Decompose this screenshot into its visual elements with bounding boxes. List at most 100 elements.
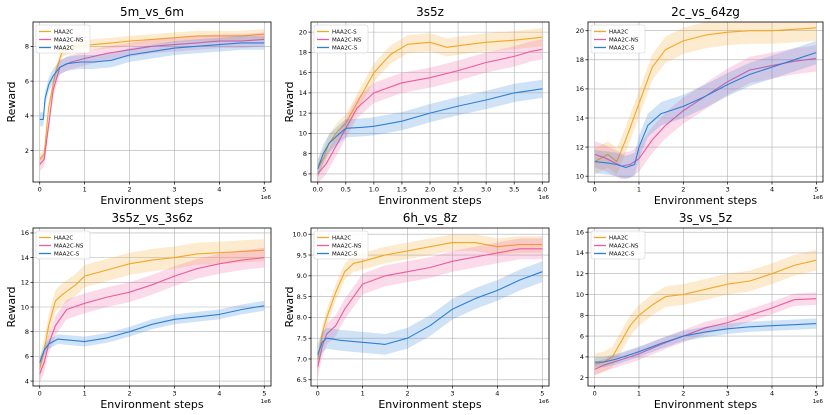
series-band <box>594 22 817 175</box>
plot-area <box>594 22 817 180</box>
x-tick-label: 1 <box>83 186 87 194</box>
y-tick-label: 6 <box>580 332 584 340</box>
x-tick-label: 3 <box>450 390 454 398</box>
x-tick-label: 2 <box>681 186 685 194</box>
series-line <box>39 305 265 363</box>
series-line <box>39 33 265 160</box>
y-tick-label: 2 <box>25 147 29 155</box>
y-tick-label: 8 <box>303 150 307 158</box>
chart-title: 3s5z <box>416 5 444 19</box>
y-tick-label: 12 <box>21 279 29 287</box>
x-tick-label: 1 <box>637 186 641 194</box>
x-tick-label: 1.5 <box>397 186 407 194</box>
x-axis-label: Environment steps <box>378 398 482 411</box>
x-tick-label: 0 <box>316 390 320 398</box>
y-tick-label: 12 <box>576 143 584 151</box>
x-tick-label: 3.0 <box>481 186 491 194</box>
legend-entry: MAA2C-NS <box>609 244 639 250</box>
x-tick-label: 1 <box>637 390 641 398</box>
series-line <box>317 48 543 175</box>
x-tick-label: 0.0 <box>313 186 323 194</box>
legend-entry: HAA2C <box>332 236 351 242</box>
x-tick-label: 2 <box>681 390 685 398</box>
legend: HAA2C MAA2C-NS MAA2C-S <box>35 230 91 260</box>
y-tick-label: 10 <box>576 172 584 180</box>
y-tick-label: 8.5 <box>297 293 307 301</box>
series-band <box>39 300 265 368</box>
series-line <box>39 257 265 374</box>
x-tick-label: 3 <box>726 186 730 194</box>
y-tick-label: 18 <box>576 56 584 64</box>
legend: HAA2C MAA2C-NS MAA2C-S <box>313 230 369 260</box>
x-axis-label: Environment steps <box>100 194 204 207</box>
plot-area <box>39 29 265 172</box>
x-tick-label: 4.0 <box>537 186 547 194</box>
x-tick-label: 2.0 <box>425 186 435 194</box>
x-tick-label: 5 <box>540 390 544 398</box>
x-tick-label: 3 <box>726 390 730 398</box>
x-axis-label: Environment steps <box>654 194 758 207</box>
legend-entry: MAA2C-S <box>54 252 80 258</box>
plot-area <box>317 28 543 182</box>
x-tick-label: 0 <box>593 390 597 398</box>
legend-entry: MAA2C-NS <box>54 38 84 44</box>
y-tick-label: 9.5 <box>297 251 307 259</box>
series-line <box>317 248 543 368</box>
y-tick-label: 20 <box>299 28 307 36</box>
x-axis-label: Environment steps <box>100 398 204 411</box>
series-line <box>317 242 543 360</box>
y-tick-label: 16 <box>576 228 584 236</box>
y-tick-label: 16 <box>299 69 307 77</box>
series-line <box>594 323 817 363</box>
y-tick-label: 10.0 <box>293 231 307 239</box>
x-tick-label: 3.5 <box>509 186 519 194</box>
legend: HAA2C MAA2C-NS MAA2C-S <box>590 230 646 260</box>
x-tick-label: 2.5 <box>453 186 463 194</box>
legend: HAA2C MAA2C-NS MAA2C-S <box>590 24 646 54</box>
x-tick-label: 5 <box>262 390 266 398</box>
x-tick-label: 5 <box>814 186 818 194</box>
chart-panel: 0 1 2 3 4 5 6.5 7.0 7.5 8.0 8.5 9.0 9.5 10.0 1e6 6h_vs_… <box>283 211 549 411</box>
y-tick-label: 8.0 <box>297 314 307 322</box>
y-tick-label: 14 <box>576 114 584 122</box>
x-exponent-label: 1e6 <box>539 399 550 405</box>
series-band <box>594 40 817 180</box>
x-tick-label: 0 <box>38 390 42 398</box>
series-line <box>594 27 817 163</box>
plot-area <box>317 234 543 378</box>
x-axis-label: Environment steps <box>378 194 482 207</box>
series-band <box>317 79 543 178</box>
y-tick-label: 14 <box>576 249 584 257</box>
series-line <box>39 249 265 369</box>
x-tick-label: 4 <box>217 186 221 194</box>
legend-entry: HAA2C <box>54 30 73 36</box>
series-band <box>39 32 265 172</box>
chart-panel: 0 1 2 3 4 51012141618201e62c_vs_64zgEnvironme… <box>576 5 824 207</box>
x-tick-label: 0.5 <box>341 186 351 194</box>
y-axis-label: Reward <box>283 82 296 123</box>
chart-title: 3s_vs_5z <box>679 211 732 225</box>
y-tick-label: 6.5 <box>297 376 307 384</box>
series-band <box>317 39 543 182</box>
x-tick-label: 0 <box>38 186 42 194</box>
x-tick-label: 2 <box>127 390 131 398</box>
legend-entry: HAA2C <box>54 236 73 242</box>
y-tick-label: 8 <box>25 43 29 51</box>
series-band <box>39 35 265 127</box>
legend-entry: MAA2C-NS <box>332 244 362 250</box>
series-band <box>39 239 265 380</box>
chart-title: 2c_vs_64zg <box>671 5 740 19</box>
y-axis-label: Reward <box>5 82 18 123</box>
legend-entry: MAA2C-S <box>332 252 358 258</box>
y-tick-label: 16 <box>21 229 29 237</box>
y-tick-label: 8 <box>580 312 584 320</box>
x-tick-label: 1.0 <box>369 186 379 194</box>
legend-entry: MAA2C-S <box>609 46 635 52</box>
y-tick-label: 12 <box>299 109 307 117</box>
plot-area <box>39 239 265 384</box>
legend-entry: MAA2C-NS <box>54 244 84 250</box>
x-tick-label: 4 <box>495 390 499 398</box>
chart-panel: 0 1 2 3 4 5 2 4 6 8 1e6 5m_vs_6m Environment steps Re… <box>5 5 271 207</box>
axes-frame <box>32 21 272 183</box>
